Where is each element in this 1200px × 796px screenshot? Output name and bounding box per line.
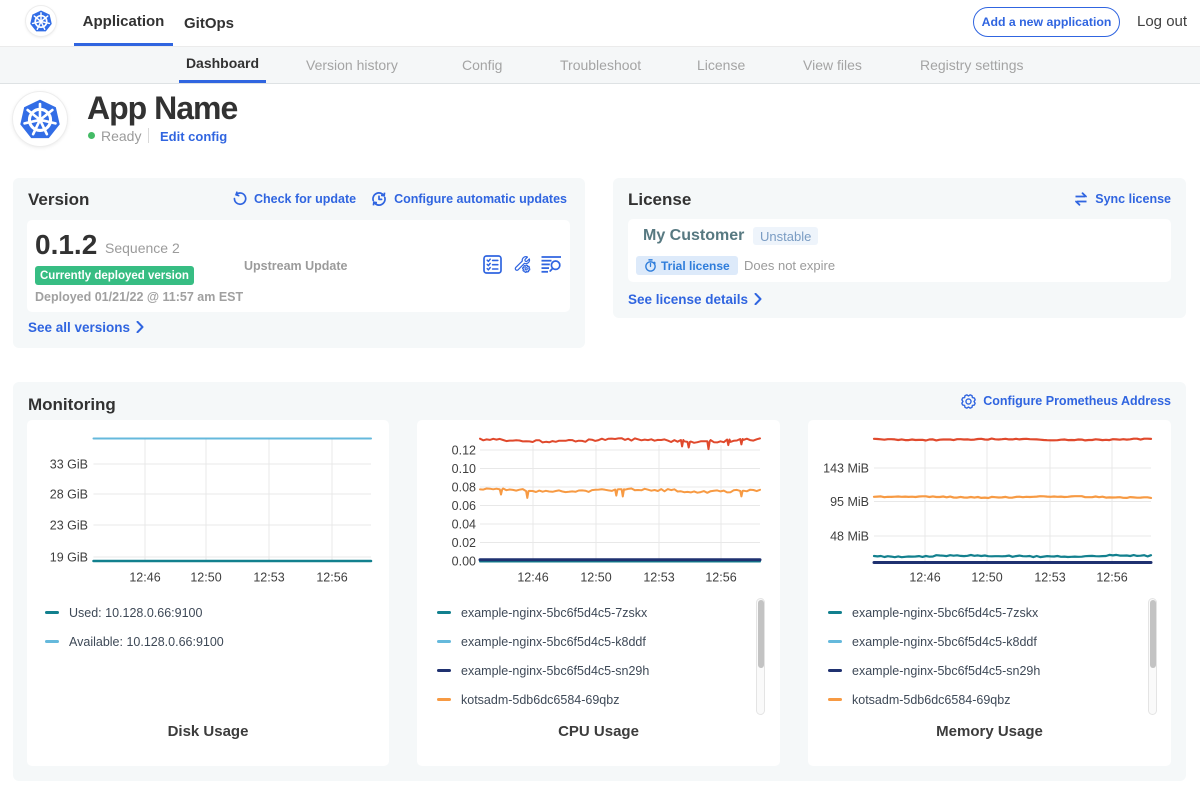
- svg-text:12:56: 12:56: [1096, 571, 1127, 585]
- svg-text:12:46: 12:46: [517, 571, 548, 585]
- svg-text:19 GiB: 19 GiB: [50, 551, 88, 565]
- svg-text:0.04: 0.04: [452, 518, 476, 532]
- svg-text:0.10: 0.10: [452, 462, 476, 476]
- svg-text:12:50: 12:50: [580, 571, 611, 585]
- svg-text:12:53: 12:53: [1034, 571, 1065, 585]
- svg-text:12:56: 12:56: [316, 571, 347, 585]
- svg-text:12:46: 12:46: [129, 571, 160, 585]
- svg-text:12:50: 12:50: [971, 571, 1002, 585]
- svg-text:95 MiB: 95 MiB: [830, 495, 869, 509]
- svg-text:28 GiB: 28 GiB: [50, 488, 88, 502]
- svg-text:0.02: 0.02: [452, 536, 476, 550]
- svg-text:12:50: 12:50: [190, 571, 221, 585]
- svg-text:143 MiB: 143 MiB: [823, 462, 869, 476]
- svg-text:12:56: 12:56: [705, 571, 736, 585]
- svg-text:23 GiB: 23 GiB: [50, 519, 88, 533]
- svg-text:12:53: 12:53: [643, 571, 674, 585]
- svg-text:48 MiB: 48 MiB: [830, 530, 869, 544]
- svg-text:0.12: 0.12: [452, 444, 476, 458]
- svg-text:33 GiB: 33 GiB: [50, 458, 88, 472]
- svg-text:0.08: 0.08: [452, 481, 476, 495]
- svg-text:0.00: 0.00: [452, 555, 476, 569]
- svg-text:12:53: 12:53: [253, 571, 284, 585]
- svg-text:0.06: 0.06: [452, 499, 476, 513]
- svg-text:12:46: 12:46: [909, 571, 940, 585]
